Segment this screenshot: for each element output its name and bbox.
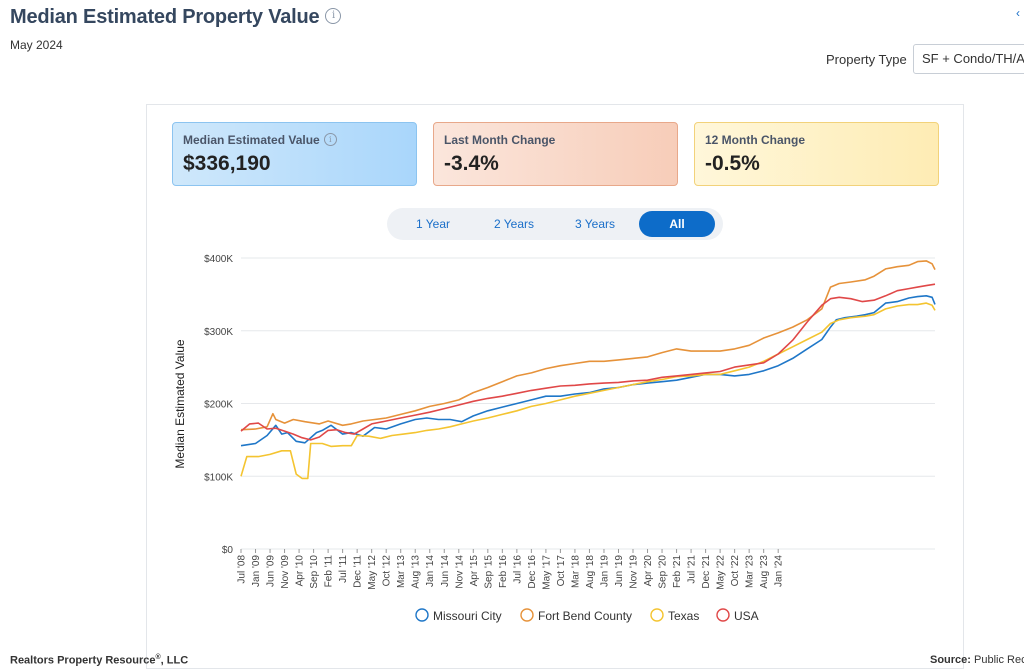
last-month-change-card: Last Month Change -3.4%	[433, 122, 678, 186]
legend-marker	[650, 608, 664, 622]
time-range-selector: 1 Year 2 Years 3 Years All	[387, 208, 723, 240]
back-arrow-icon[interactable]: ‹	[1016, 6, 1020, 20]
y-tick-label: $400K	[204, 254, 233, 265]
twelve-month-change-card: 12 Month Change -0.5%	[694, 122, 939, 186]
x-tick-label: Dec '11	[353, 555, 364, 588]
x-tick-label: Feb '11	[324, 555, 335, 588]
legend-label: Texas	[668, 609, 699, 623]
x-tick-label: Aug '23	[759, 555, 770, 589]
x-tick-label: Jul '16	[512, 555, 523, 584]
y-tick-label: $200K	[204, 400, 233, 411]
x-tick-label: Dec '16	[527, 555, 538, 589]
x-tick-label: Sep '15	[483, 555, 494, 589]
x-tick-label: May '12	[367, 555, 378, 590]
last-month-change-label: Last Month Change	[444, 133, 556, 147]
info-icon[interactable]: i	[325, 7, 342, 24]
legend-label: USA	[734, 609, 759, 623]
median-value-amount: $336,190	[183, 152, 271, 176]
median-value-card: Median Estimated Value i $336,190	[172, 122, 417, 186]
x-tick-label: Sep '10	[309, 555, 320, 589]
x-tick-label: Mar '13	[396, 555, 407, 588]
x-tick-label: Jul '08	[237, 555, 248, 584]
x-tick-label: Jul '11	[338, 555, 349, 583]
x-tick-label: Jun '09	[266, 555, 277, 587]
x-tick-label: Jan '14	[425, 555, 436, 587]
range-3-years-button[interactable]: 3 Years	[574, 217, 616, 231]
property-type-label: Property Type	[826, 52, 907, 67]
legend-marker	[415, 608, 429, 622]
twelve-month-change-value: -0.5%	[705, 152, 760, 175]
x-tick-label: Feb '21	[672, 555, 683, 588]
x-tick-label: Jan '24	[774, 555, 785, 587]
chart-panel	[146, 104, 964, 669]
x-tick-label: Mar '18	[570, 555, 581, 588]
x-tick-label: Feb '16	[498, 555, 509, 588]
twelve-month-change-label: 12 Month Change	[705, 133, 806, 147]
x-tick-label: Aug '13	[411, 555, 422, 589]
info-icon[interactable]: i	[323, 133, 337, 147]
footer-copyright: Realtors Property Resource®, LLC	[10, 654, 189, 667]
x-tick-label: Aug '18	[585, 555, 596, 589]
property-type-select[interactable]: SF + Condo/TH/A	[913, 44, 1024, 74]
x-tick-label: Oct '17	[556, 555, 567, 587]
x-tick-label: Nov '19	[629, 555, 640, 589]
x-tick-label: Apr '15	[469, 555, 480, 587]
y-tick-label: $100K	[204, 472, 233, 483]
x-tick-label: Apr '10	[295, 555, 306, 587]
x-tick-label: Mar '23	[745, 555, 756, 588]
series-line-texas	[240, 302, 936, 480]
y-tick-label: $300K	[204, 327, 233, 338]
footer-source: Source: Public Reco	[930, 654, 1024, 666]
series-line-missouri-city	[240, 295, 936, 447]
x-tick-label: Nov '14	[454, 555, 465, 589]
x-tick-label: Oct '12	[382, 555, 393, 587]
x-tick-label: Dec '21	[701, 555, 712, 589]
y-axis-label: Median Estimated Value	[173, 339, 187, 469]
series-line-usa	[240, 283, 936, 441]
x-tick-label: Jan '19	[599, 555, 610, 587]
legend-label: Fort Bend County	[538, 609, 632, 623]
x-tick-label: Jul '21	[687, 555, 698, 584]
x-tick-label: May '17	[541, 555, 552, 590]
series-line-fort-bend-county	[240, 260, 936, 431]
page-subtitle: May 2024	[10, 38, 63, 52]
x-tick-label: Jun '19	[614, 555, 625, 587]
range-1-year-button[interactable]: 1 Year	[415, 217, 451, 231]
legend-marker	[520, 608, 534, 622]
x-tick-label: May '22	[716, 555, 727, 590]
x-tick-label: Nov '09	[280, 555, 291, 589]
legend-marker	[716, 608, 730, 622]
y-tick-label: $0	[222, 545, 234, 556]
range-2-years-button[interactable]: 2 Years	[493, 217, 535, 231]
legend-label: Missouri City	[433, 609, 502, 623]
x-tick-label: Apr '20	[643, 555, 654, 587]
x-tick-label: Oct '22	[730, 555, 741, 587]
last-month-change-value: -3.4%	[444, 152, 499, 175]
page-title: Median Estimated Property Value i	[10, 6, 342, 29]
x-tick-label: Jun '14	[440, 555, 451, 587]
x-tick-label: Sep '20	[658, 555, 669, 589]
median-value-label: Median Estimated Value i	[183, 133, 406, 147]
x-tick-label: Jan '09	[251, 555, 262, 587]
range-all-button[interactable]: All	[639, 211, 715, 237]
